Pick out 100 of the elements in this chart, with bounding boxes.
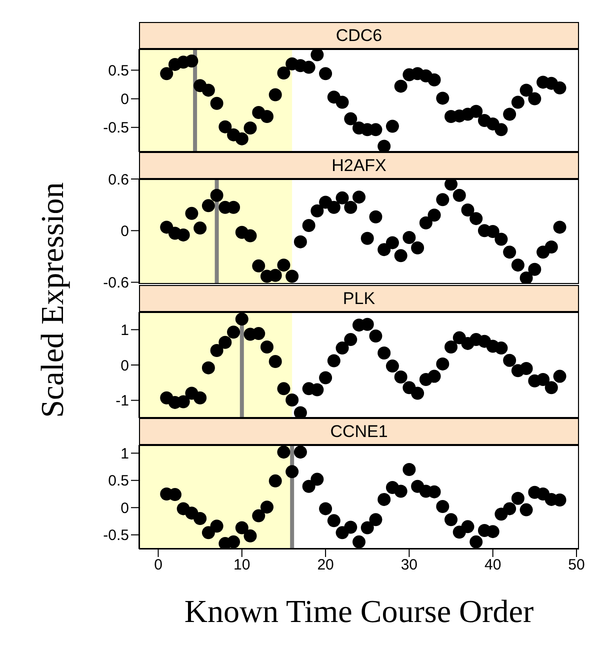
x-tick-label: 50	[568, 556, 585, 574]
point	[386, 360, 399, 373]
point	[227, 535, 240, 548]
point	[352, 190, 366, 204]
point	[360, 318, 374, 331]
point	[202, 84, 215, 97]
y-tick-label: 0.5	[108, 62, 129, 80]
point	[419, 216, 432, 230]
chart-title: CDC6	[139, 22, 579, 49]
y-tick-label: 1	[120, 322, 129, 339]
point	[277, 382, 290, 396]
point	[461, 520, 474, 534]
point	[310, 472, 324, 486]
point	[185, 54, 198, 68]
point	[244, 529, 257, 542]
point	[520, 362, 533, 376]
point	[394, 80, 408, 93]
point	[286, 465, 299, 478]
y-tick-label: 0	[120, 222, 129, 240]
x-tick-label: 30	[400, 556, 418, 574]
point	[252, 327, 266, 340]
point	[268, 474, 282, 488]
y-tick-label: -0.6	[103, 274, 129, 292]
point	[327, 200, 340, 214]
point	[327, 354, 340, 368]
x-tick-label: 20	[317, 556, 334, 574]
point	[553, 370, 566, 383]
point	[436, 193, 450, 206]
point	[319, 371, 332, 384]
point	[369, 210, 382, 224]
point	[503, 354, 516, 367]
point	[294, 406, 307, 418]
point	[444, 340, 458, 354]
point	[310, 204, 324, 218]
point	[352, 535, 366, 548]
point	[378, 140, 391, 152]
point	[286, 393, 299, 406]
point	[428, 208, 441, 222]
point	[494, 232, 508, 246]
point	[277, 446, 290, 459]
point	[378, 346, 391, 360]
point	[470, 104, 483, 118]
point	[176, 395, 190, 408]
point	[486, 525, 500, 538]
point	[503, 108, 516, 121]
point	[310, 49, 324, 62]
point	[553, 220, 566, 234]
point	[428, 485, 441, 498]
point	[210, 520, 224, 533]
point	[436, 500, 450, 514]
point	[160, 67, 174, 80]
point	[528, 92, 542, 106]
y-tick-label: 1	[120, 445, 129, 462]
point	[294, 235, 307, 248]
point	[369, 330, 382, 343]
point	[386, 236, 399, 250]
point	[302, 218, 316, 232]
point	[428, 73, 441, 86]
point	[411, 386, 424, 400]
point	[360, 232, 374, 245]
point	[194, 512, 207, 526]
point	[218, 120, 232, 134]
point	[402, 463, 416, 476]
point	[260, 110, 274, 124]
point	[528, 262, 542, 276]
point	[286, 270, 299, 283]
point	[386, 120, 399, 133]
point	[544, 381, 558, 394]
point	[310, 383, 324, 396]
point	[536, 372, 550, 386]
point	[520, 84, 533, 97]
point	[244, 229, 257, 242]
point	[268, 268, 282, 282]
point	[260, 500, 274, 514]
point	[344, 333, 358, 346]
point	[336, 191, 349, 204]
point	[494, 342, 508, 355]
point	[260, 340, 274, 354]
point	[394, 484, 408, 498]
point	[402, 231, 416, 244]
y-tick-label: 0.6	[108, 171, 129, 188]
point	[444, 179, 458, 191]
point	[520, 271, 533, 284]
point	[185, 206, 198, 220]
point	[369, 513, 382, 526]
point	[344, 112, 358, 126]
point	[336, 342, 349, 355]
point	[302, 60, 316, 74]
point	[511, 258, 524, 272]
y-tick-label: 0.5	[108, 472, 129, 490]
point	[218, 336, 232, 349]
point	[235, 132, 248, 146]
point	[252, 509, 266, 522]
point	[436, 92, 450, 105]
point	[210, 96, 224, 110]
point	[202, 526, 215, 540]
x-axis-title: Known Time Course Order	[183, 593, 535, 630]
y-tick-label: -1	[116, 392, 129, 410]
y-tick-label: 0	[120, 357, 129, 374]
point	[511, 96, 524, 109]
